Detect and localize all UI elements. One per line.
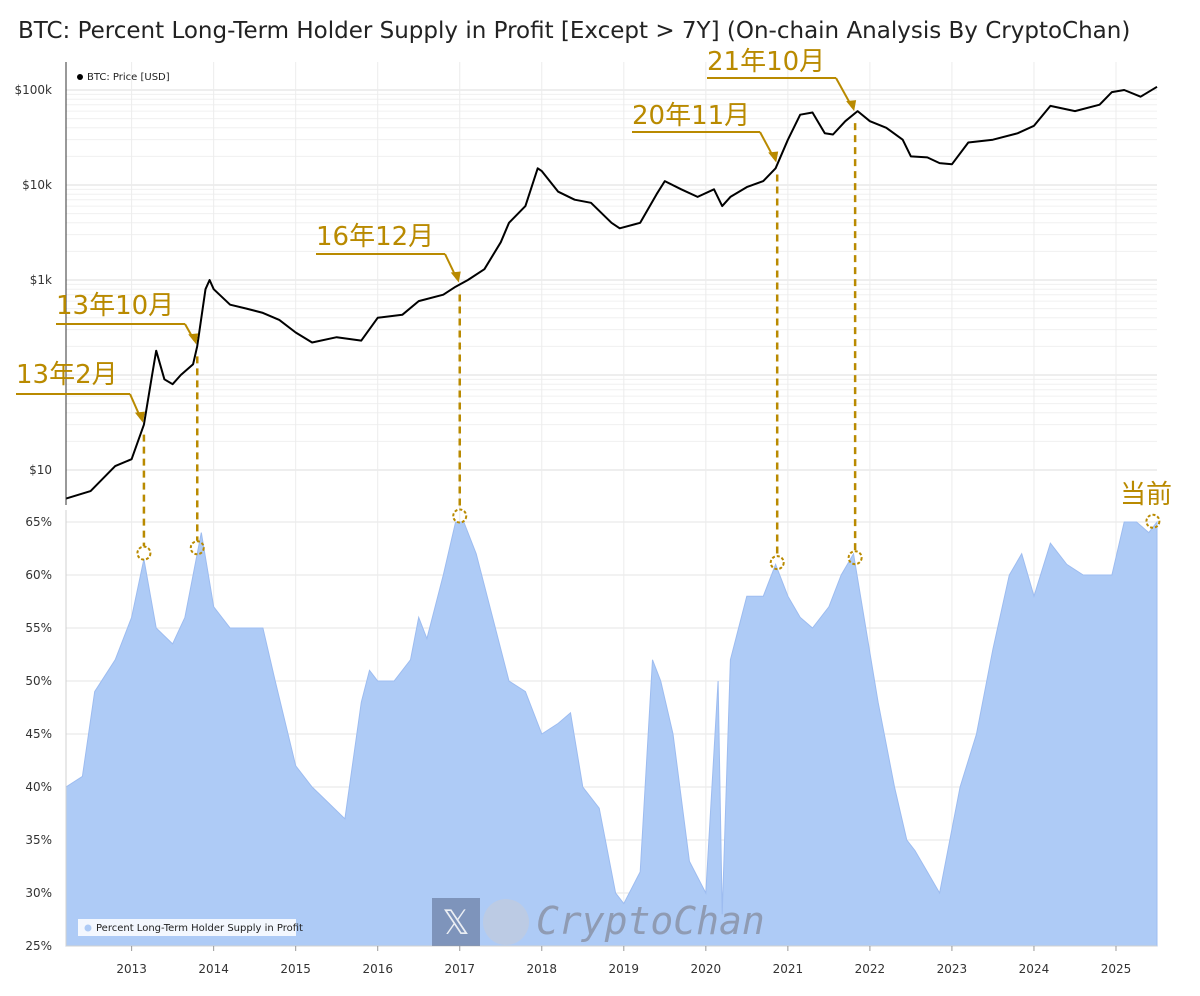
annotation-label: 16年12月 — [316, 222, 434, 252]
supply-tick-label: 50% — [25, 674, 52, 688]
x-tick-label: 2025 — [1101, 962, 1132, 976]
supply-legend-dot — [84, 924, 92, 932]
x-tick-label: 2013 — [116, 962, 147, 976]
peak-marker-circle — [452, 508, 468, 524]
supply-legend-label: Percent Long-Term Holder Supply in Profi… — [96, 923, 303, 934]
peak-marker-circle — [769, 555, 785, 571]
price-legend-label: BTC: Price [USD] — [87, 72, 170, 83]
price-tick-label: $1k — [30, 273, 52, 287]
x-tick-label: 2018 — [527, 962, 558, 976]
x-tick-label: 2021 — [773, 962, 804, 976]
price-tick-label: $10k — [22, 178, 52, 192]
watermark: 𝕏 CryptoChan — [432, 898, 765, 946]
supply-tick-label: 55% — [25, 621, 52, 635]
annotation-arrowhead — [188, 333, 199, 345]
annotation-arrowhead — [846, 100, 857, 112]
supply-area-series — [65, 520, 1158, 947]
x-tick-label: 2017 — [444, 962, 475, 976]
annotation-label: 21年10月 — [707, 47, 825, 77]
grid — [66, 62, 1157, 947]
supply-legend-box — [78, 919, 296, 936]
annotation-arrowhead — [768, 151, 779, 163]
peak-marker-circle — [847, 550, 863, 566]
annotation-label: 20年11月 — [632, 101, 750, 131]
annotation-label: 13年2月 — [16, 360, 118, 390]
x-tick-label: 2015 — [280, 962, 311, 976]
supply-tick-label: 30% — [25, 886, 52, 900]
x-tick-label: 2016 — [362, 962, 393, 976]
price-line-series — [65, 85, 1158, 500]
axes: $10 $1k $10k $100k 25% 30% 35% 40% 45% 50% 55% 60% 6… — [15, 62, 1157, 976]
price-legend-dot — [77, 74, 83, 80]
price-tick-label: $10 — [29, 463, 52, 477]
annotation-arrowhead — [134, 411, 145, 423]
x-tick-label: 2023 — [937, 962, 968, 976]
supply-tick-label: 40% — [25, 780, 52, 794]
price-tick-label: $100k — [15, 83, 53, 97]
peak-marker-circle — [1145, 513, 1161, 529]
supply-tick-label: 45% — [25, 727, 52, 741]
x-logo-icon — [432, 898, 480, 946]
price-line — [65, 85, 1158, 500]
x-tick-label: 2014 — [198, 962, 229, 976]
x-logo-glyph: 𝕏 — [442, 903, 469, 943]
supply-area — [65, 520, 1158, 947]
supply-tick-label: 65% — [25, 515, 52, 529]
annotation-label: 当前 — [1120, 480, 1172, 510]
peak-marker-circle — [136, 545, 152, 561]
peak-marker-circle — [189, 540, 205, 556]
annotation-label: 13年10月 — [56, 291, 174, 321]
legends: BTC: Price [USD] Percent Long-Term Holder… — [77, 72, 303, 936]
supply-tick-label: 35% — [25, 833, 52, 847]
chart-title: BTC: Percent Long-Term Holder Supply in … — [18, 18, 1131, 44]
x-tick-label: 2019 — [609, 962, 640, 976]
annotation-arrowhead — [450, 271, 461, 283]
cryptochan-avatar-icon — [483, 899, 529, 945]
x-tick-label: 2020 — [691, 962, 722, 976]
supply-tick-label: 25% — [25, 939, 52, 953]
watermark-text: CryptoChan — [536, 899, 765, 943]
supply-tick-label: 60% — [25, 568, 52, 582]
x-tick-label: 2024 — [1019, 962, 1050, 976]
x-tick-label: 2022 — [855, 962, 886, 976]
